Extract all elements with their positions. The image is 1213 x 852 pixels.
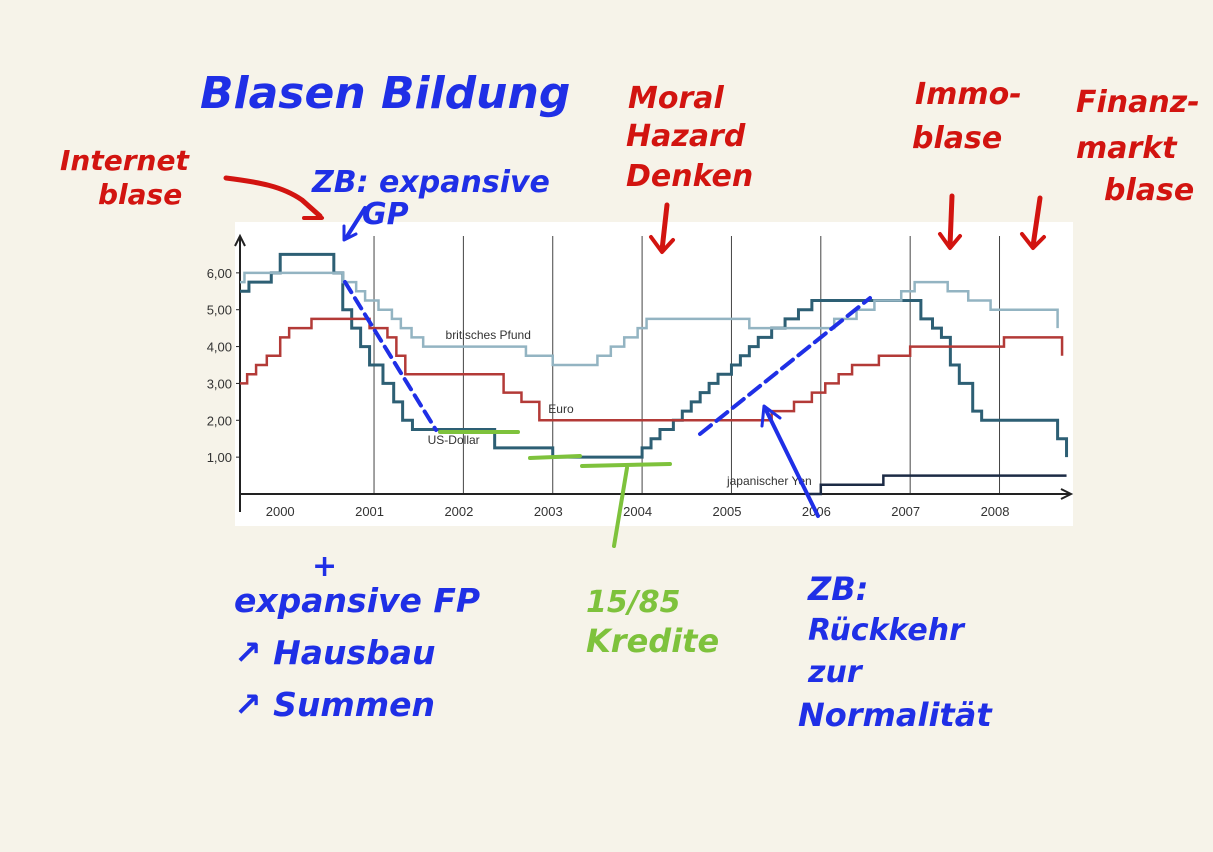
green-mark-3 <box>580 462 672 468</box>
series-line <box>240 252 1069 459</box>
series-label: japanischer Yen <box>726 474 812 488</box>
x-tick-label: 2000 <box>266 504 295 519</box>
note-zb-expansive: ZB: expansive <box>311 165 550 200</box>
y-tick-label: 2,00 <box>207 413 232 428</box>
note-immo: Immo- <box>915 77 1022 112</box>
blue-arrowhead-normal <box>760 404 782 428</box>
note-plus: + <box>312 549 337 584</box>
series-line <box>240 271 1059 367</box>
note-internet-blase: blase <box>98 178 182 211</box>
x-tick-label: 2002 <box>444 504 473 519</box>
red-arrow-finanz <box>1030 195 1043 249</box>
blue-dashed-rise <box>698 296 872 436</box>
red-arrow-immo <box>947 193 955 249</box>
x-tick-label: 2008 <box>981 504 1010 519</box>
x-tick-label: 2005 <box>713 504 742 519</box>
note-markt: markt <box>1076 131 1178 166</box>
series-label: britisches Pfund <box>446 328 531 342</box>
red-arrowhead-immo <box>938 232 962 250</box>
y-axis-arrow <box>234 233 246 247</box>
chart-panel <box>235 222 1073 526</box>
note-finanz-blase: blase <box>1104 173 1194 208</box>
note-normalitaet: Normalität <box>798 696 993 734</box>
series-label: Euro <box>548 402 574 416</box>
note-hausbau: ↗ Hausbau <box>234 633 436 672</box>
red-arrowhead-moral <box>649 235 675 254</box>
handwritten-annotations: Blasen Bildung ZB: expansive GP + expans… <box>60 68 1200 734</box>
note-finanz: Finanz- <box>1076 85 1200 120</box>
y-tick-label: 3,00 <box>207 376 232 391</box>
blue-arrow-zb <box>344 206 367 240</box>
x-tick-label: 2003 <box>534 504 563 519</box>
series-line <box>240 317 1064 422</box>
note-kredite: Kredite <box>586 622 719 660</box>
green-pointer <box>612 466 629 548</box>
note-blasenbildung: Blasen Bildung <box>200 68 570 119</box>
blue-arrow-normal <box>764 408 820 518</box>
x-axis-arrow <box>1060 488 1074 500</box>
note-moral: Moral <box>628 81 725 116</box>
note-denken: Denken <box>626 159 753 194</box>
note-gp: GP <box>362 197 409 232</box>
note-zb2: ZB: <box>807 570 868 608</box>
series-line <box>807 474 1067 496</box>
y-tick-label: 6,00 <box>207 266 232 281</box>
red-arrow-moral <box>659 202 670 253</box>
blue-dashed-decline <box>343 280 438 432</box>
note-summen: ↗ Summen <box>234 685 435 724</box>
red-arrowhead-internet <box>302 204 324 220</box>
note-immo-blase: blase <box>912 121 1002 156</box>
x-tick-label: 2001 <box>355 504 384 519</box>
y-tick-label: 4,00 <box>207 340 232 355</box>
x-tick-label: 2004 <box>623 504 652 519</box>
y-tick-label: 1,00 <box>207 450 232 465</box>
note-zur: zur <box>807 655 864 690</box>
note-hazard: Hazard <box>626 119 746 154</box>
red-arrow-internet <box>223 175 323 219</box>
note-rueckkehr: Rückkehr <box>808 613 966 648</box>
red-arrowhead-finanz <box>1020 232 1046 250</box>
y-tick-label: 5,00 <box>207 303 232 318</box>
note-expansive-fp: expansive FP <box>234 581 480 620</box>
note-15-85: 15/85 <box>586 585 680 620</box>
interest-rate-chart: 1,00 2,00 3,00 4,00 5,00 6,00 2000 2001 2002 2003… <box>207 233 1074 519</box>
series-label: US-Dollar <box>428 433 480 447</box>
x-tick-label: 2007 <box>891 504 920 519</box>
green-mark-2 <box>528 454 582 460</box>
note-internet: Internet <box>60 144 190 177</box>
blue-arrowhead-zb <box>342 224 358 242</box>
